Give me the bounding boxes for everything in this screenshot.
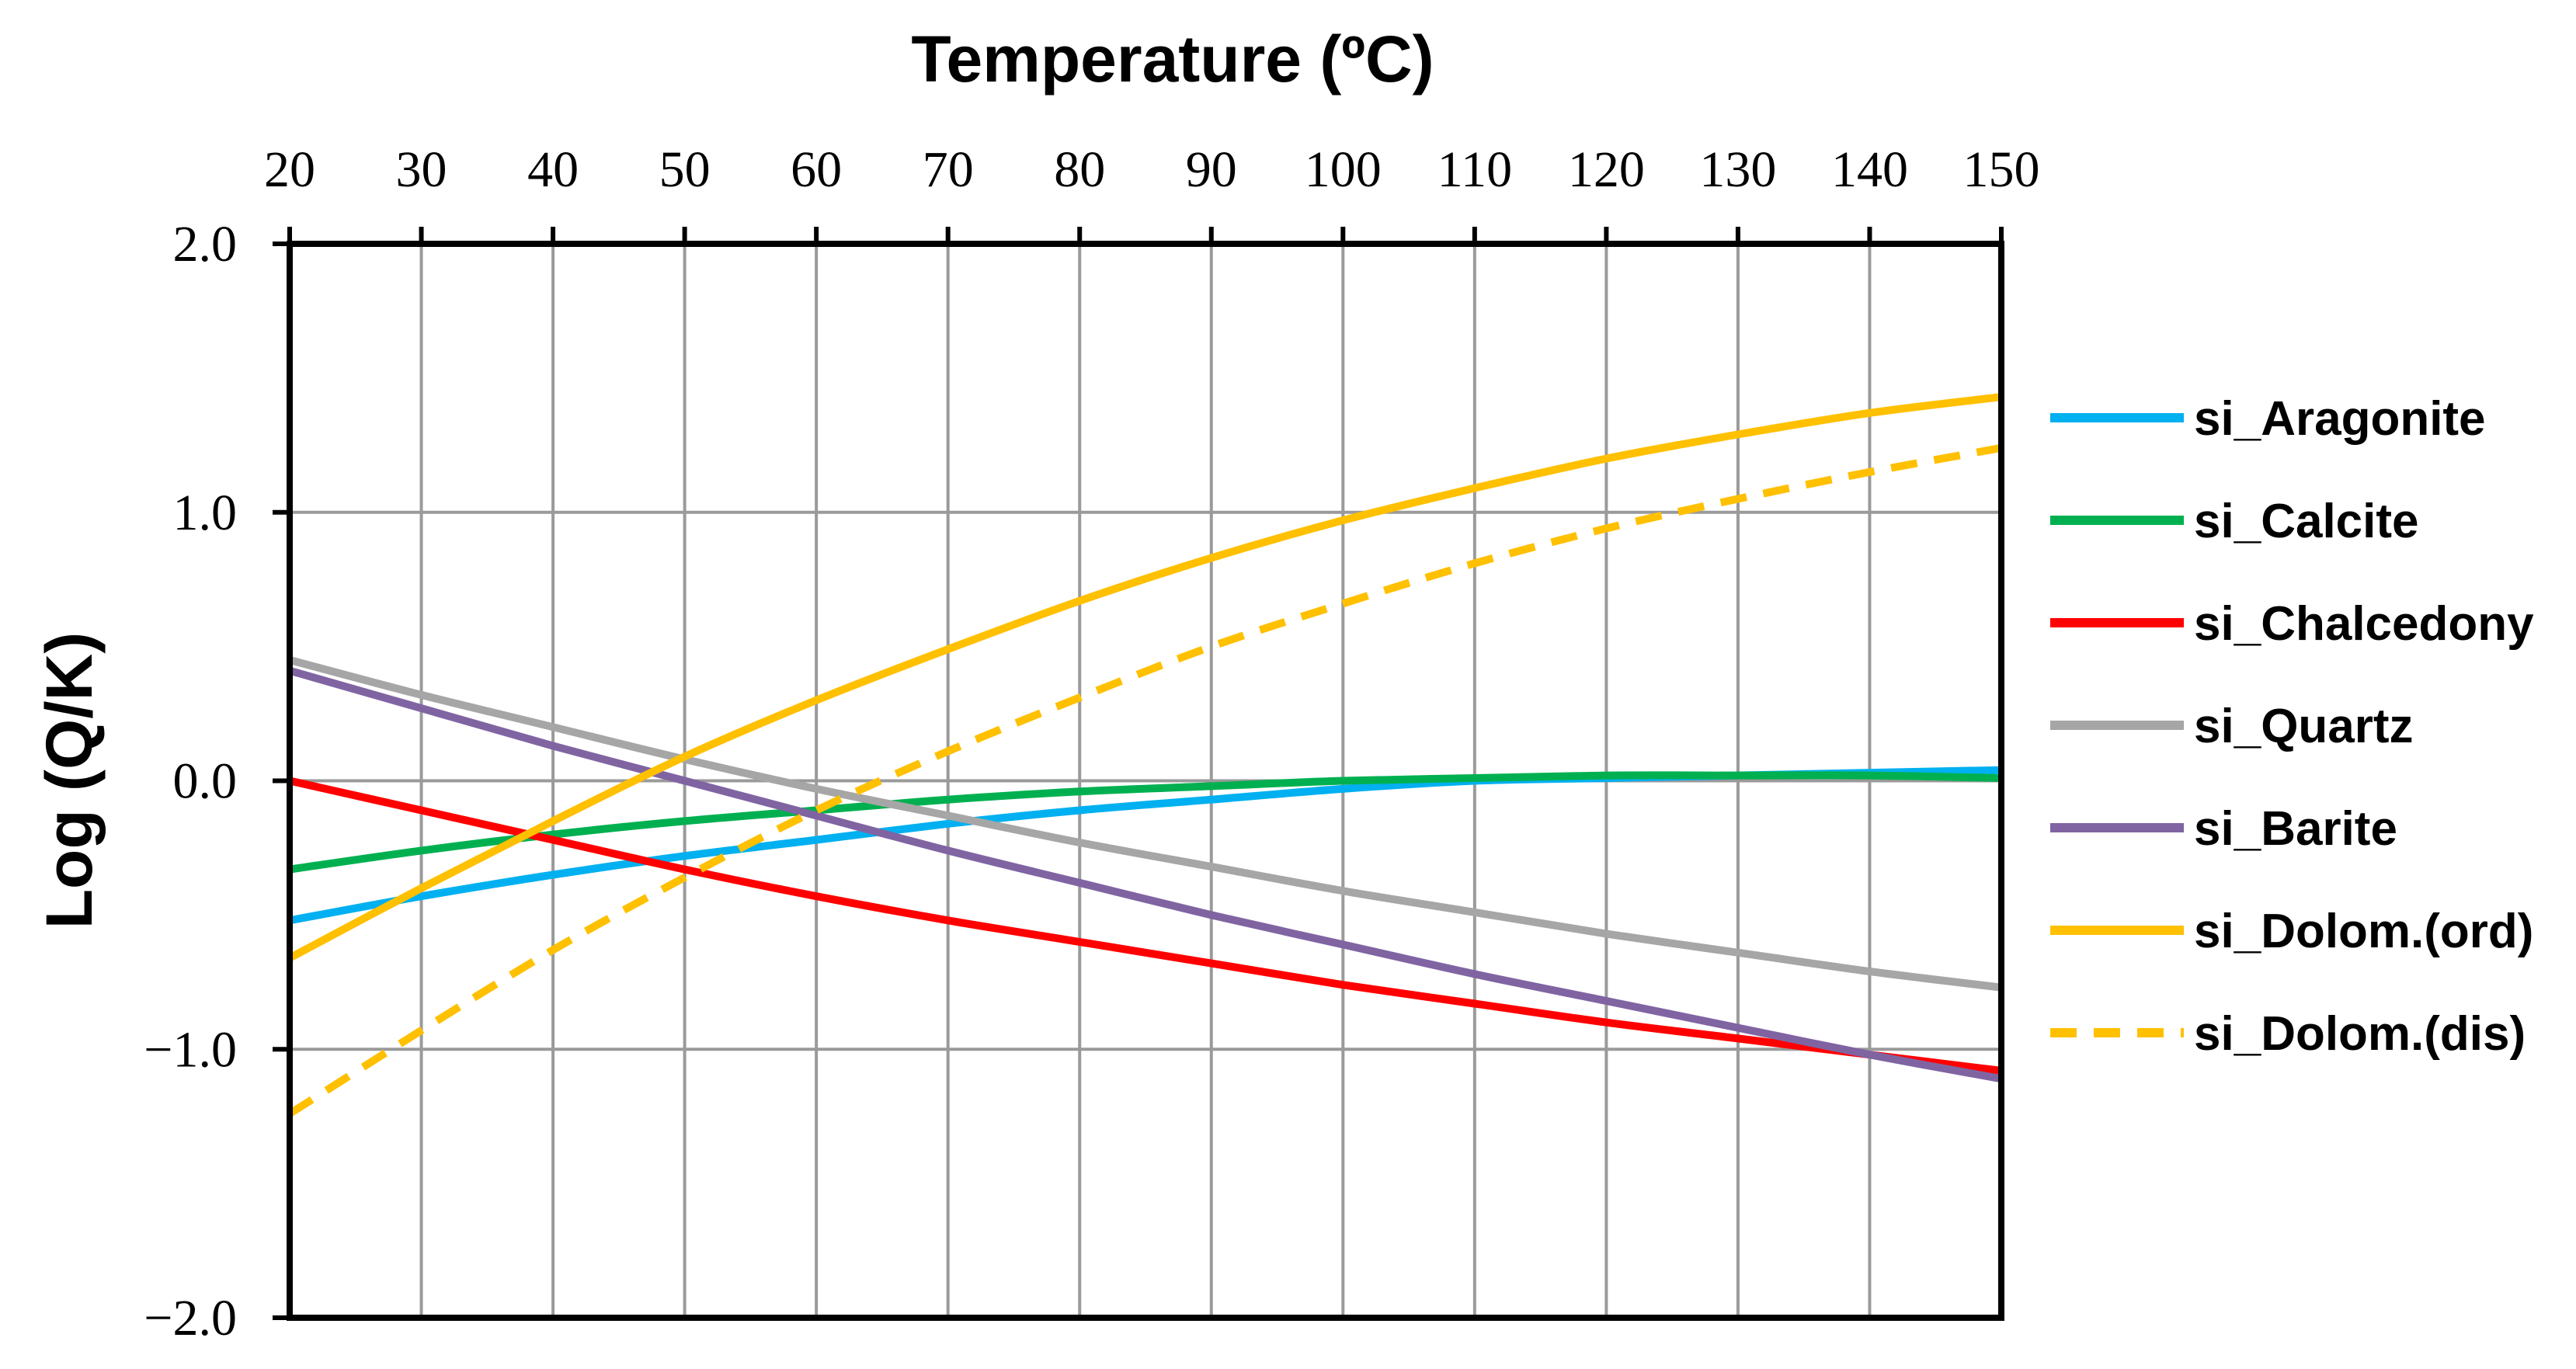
y-tick-label-1.0: 1.0: [173, 485, 238, 541]
x-tick-label-60: 60: [791, 141, 842, 198]
x-tick-label-130: 130: [1699, 141, 1776, 198]
axis-ticks: 20 30 40 50 60 70 80 90 100 110 120 130 140 150 2.0 1.0…: [144, 141, 2039, 1346]
series-line-si-calcite: [289, 771, 2002, 874]
chart-title: Temperature (ºC): [911, 23, 1434, 96]
x-tick-label-100: 100: [1305, 141, 1382, 198]
x-tick-label-120: 120: [1568, 141, 1645, 198]
series-line-si-quartz: [288, 656, 2002, 992]
series-line-si-chalcedony: [288, 777, 2002, 1075]
y-tick-label-−2.0: −2.0: [144, 1290, 237, 1346]
series-lines: [287, 393, 2002, 1117]
legend-label-si-barite: si_Barite: [2194, 802, 2397, 856]
x-tick-label-90: 90: [1186, 141, 1237, 198]
x-tick-label-70: 70: [923, 141, 974, 198]
gridlines: [288, 242, 2003, 1319]
legend: si_Aragonite si_Calcite si_Chalcedony si_Qu…: [2050, 392, 2534, 1061]
x-tick-label-20: 20: [264, 141, 315, 198]
legend-label-si-calcite: si_Calcite: [2194, 495, 2419, 548]
x-tick-label-50: 50: [659, 141, 711, 198]
x-tick-label-80: 80: [1054, 141, 1105, 198]
x-tick-label-40: 40: [527, 141, 579, 198]
legend-label-si-chalcedony: si_Chalcedony: [2194, 597, 2534, 651]
x-tick-label-30: 30: [396, 141, 447, 198]
legend-label-si-aragonite: si_Aragonite: [2194, 392, 2486, 446]
x-tick-label-140: 140: [1831, 141, 1908, 198]
y-tick-label-0.0: 0.0: [173, 753, 238, 810]
y-tick-label-−1.0: −1.0: [144, 1021, 237, 1078]
x-tick-label-150: 150: [1963, 141, 2040, 198]
x-tick-label-110: 110: [1437, 141, 1513, 198]
series-line-si-dolom-dis: [287, 443, 2002, 1117]
series-line-si-dolom-ord: [287, 393, 2002, 962]
legend-label-si-dolom-dis: si_Dolom.(dis): [2194, 1007, 2526, 1061]
y-tick-label-2.0: 2.0: [173, 216, 238, 273]
y-axis-label: Log (Q/K): [33, 632, 106, 929]
legend-label-si-quartz: si_Quartz: [2194, 700, 2414, 753]
series-line-si-barite: [288, 666, 2002, 1083]
legend-label-si-dolom-ord: si_Dolom.(ord): [2194, 905, 2533, 958]
